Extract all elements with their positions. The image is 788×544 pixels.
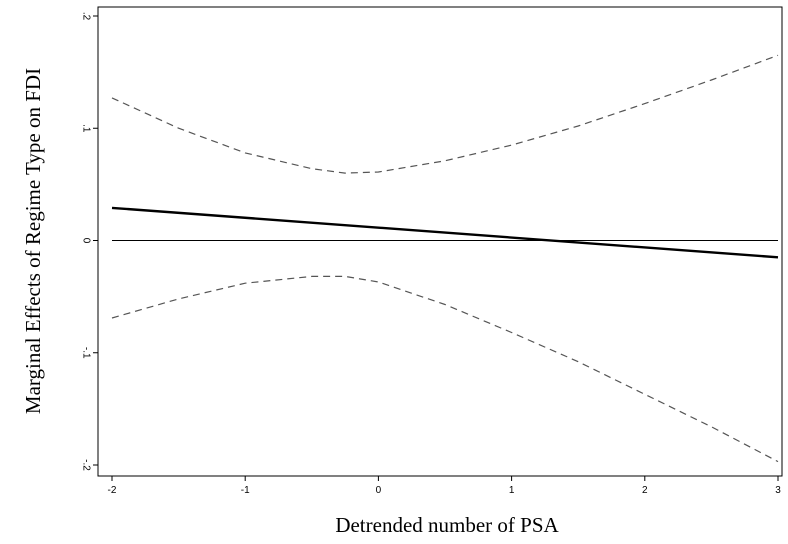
x-axis: -2 -1 0 1 2 3 xyxy=(108,476,782,496)
y-axis-title: Marginal Effects of Regime Type on FDI xyxy=(21,68,45,414)
y-tick-label: -.1 xyxy=(80,347,91,359)
point-estimate-line xyxy=(112,208,778,257)
series-layer xyxy=(112,55,778,461)
x-tick-label: -2 xyxy=(108,485,117,496)
x-tick-label: 1 xyxy=(509,485,515,496)
plot-frame xyxy=(98,7,782,476)
lower-confidence-bound-line xyxy=(112,276,778,461)
upper-confidence-bound-line xyxy=(112,55,778,173)
y-axis: -.2 -.1 0 .1 .2 xyxy=(80,12,98,471)
x-tick-label: -1 xyxy=(241,485,250,496)
x-axis-title: Detrended number of PSA xyxy=(335,513,559,537)
y-tick-label: -.2 xyxy=(80,459,91,471)
y-tick-label: 0 xyxy=(80,238,91,244)
x-tick-label: 0 xyxy=(376,485,382,496)
y-tick-label: .2 xyxy=(80,12,91,21)
x-tick-label: 2 xyxy=(642,485,648,496)
plot-border xyxy=(98,7,782,476)
x-tick-label: 3 xyxy=(775,485,781,496)
y-tick-label: .1 xyxy=(80,124,91,133)
